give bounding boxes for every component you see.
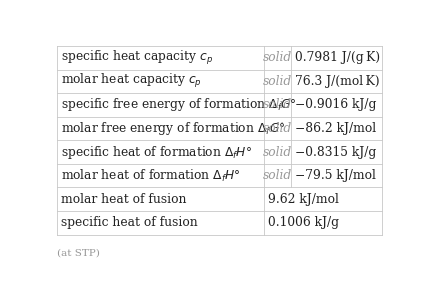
Text: (at STP): (at STP) xyxy=(57,248,100,257)
Text: solid: solid xyxy=(263,75,292,88)
Text: molar heat of formation $\Delta_f H°$: molar heat of formation $\Delta_f H°$ xyxy=(61,168,241,184)
Text: specific heat of fusion: specific heat of fusion xyxy=(61,216,198,229)
Text: specific free energy of formation $\Delta_f G°$: specific free energy of formation $\Delt… xyxy=(61,97,297,113)
Text: specific heat of formation $\Delta_f H°$: specific heat of formation $\Delta_f H°$ xyxy=(61,143,252,161)
Text: solid: solid xyxy=(263,98,292,111)
Text: 9.62 kJ/mol: 9.62 kJ/mol xyxy=(268,193,339,206)
Text: solid: solid xyxy=(263,169,292,182)
Text: solid: solid xyxy=(263,146,292,159)
Text: −79.5 kJ/mol: −79.5 kJ/mol xyxy=(294,169,375,182)
Text: 76.3 J/(mol K): 76.3 J/(mol K) xyxy=(294,75,379,88)
Text: solid: solid xyxy=(263,122,292,135)
Text: solid: solid xyxy=(263,51,292,64)
Text: −0.8315 kJ/g: −0.8315 kJ/g xyxy=(294,146,376,159)
Text: molar heat capacity $c_p$: molar heat capacity $c_p$ xyxy=(61,72,202,90)
Text: 0.7981 J/(g K): 0.7981 J/(g K) xyxy=(294,51,380,64)
Text: −86.2 kJ/mol: −86.2 kJ/mol xyxy=(294,122,376,135)
Text: specific heat capacity $c_p$: specific heat capacity $c_p$ xyxy=(61,49,213,67)
Text: −0.9016 kJ/g: −0.9016 kJ/g xyxy=(294,98,376,111)
Text: molar free energy of formation $\Delta_f G°$: molar free energy of formation $\Delta_f… xyxy=(61,120,285,137)
Text: 0.1006 kJ/g: 0.1006 kJ/g xyxy=(268,216,339,229)
Text: molar heat of fusion: molar heat of fusion xyxy=(61,193,186,206)
